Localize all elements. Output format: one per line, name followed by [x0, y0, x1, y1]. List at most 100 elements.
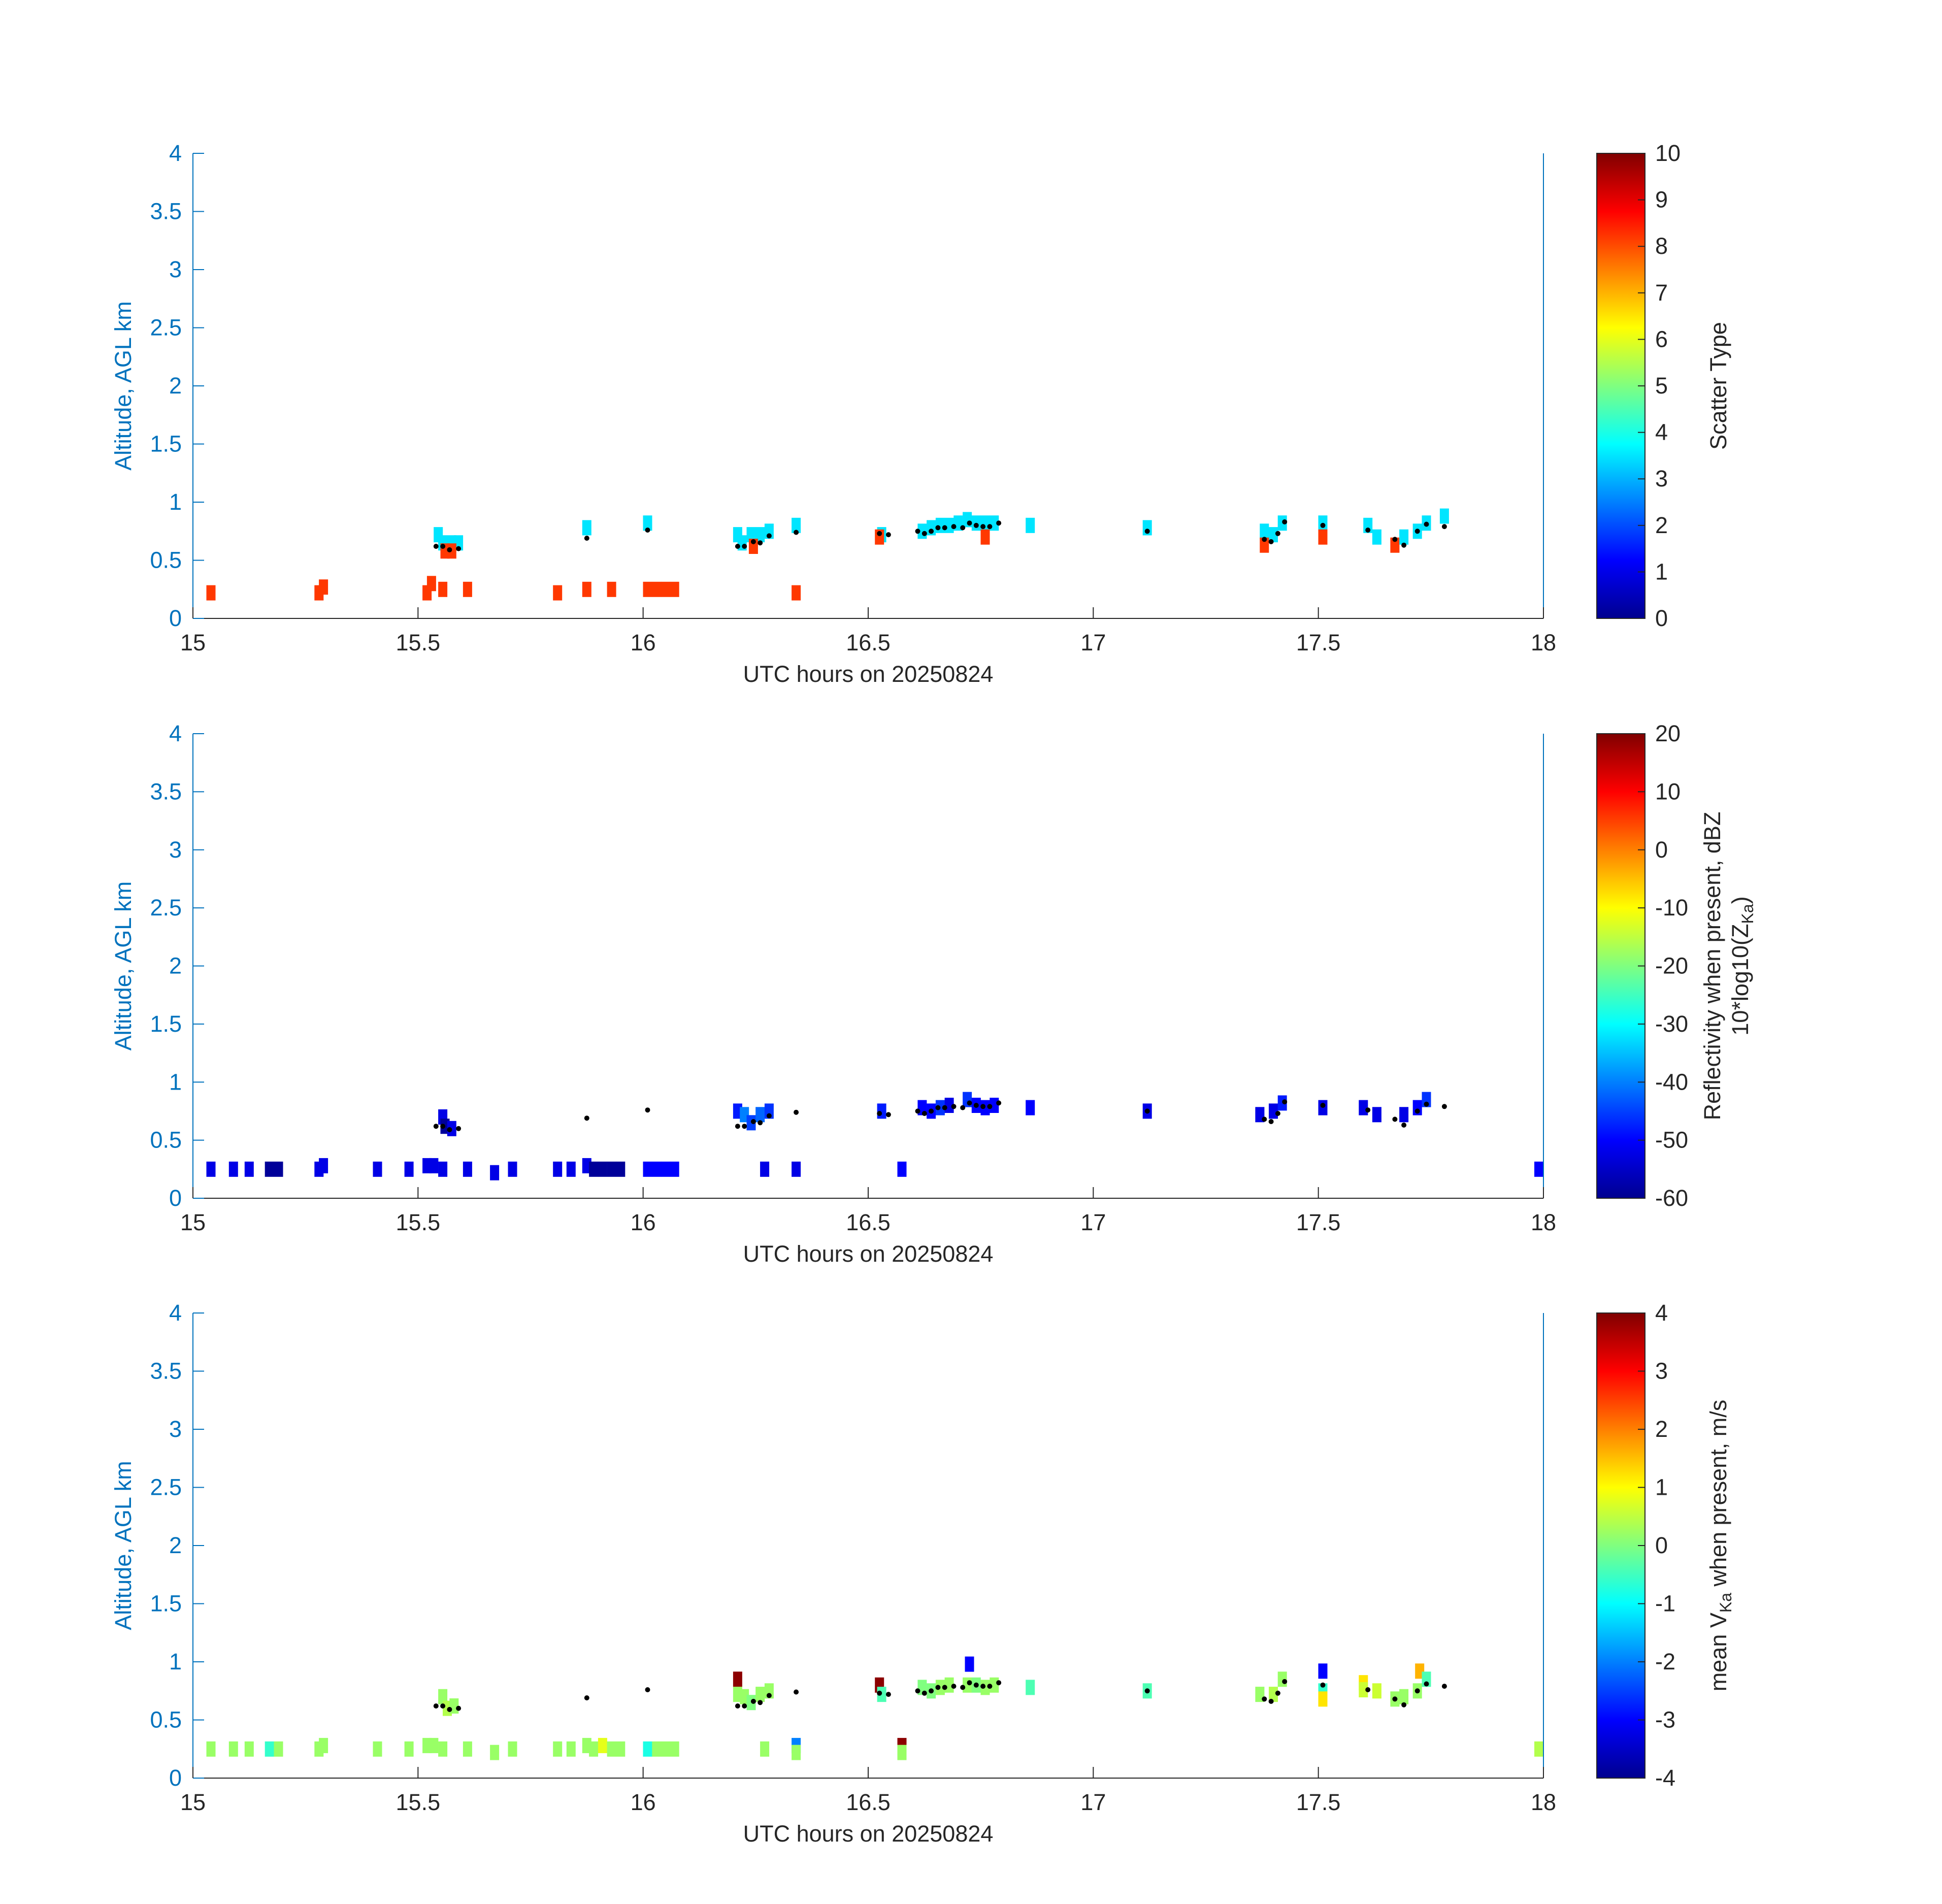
- data-cell: [607, 581, 616, 597]
- data-cells: [206, 508, 1449, 601]
- y-tick-label: 0: [169, 605, 182, 631]
- cloud-base-dot: [1401, 1702, 1407, 1708]
- colorbar-tick-label: 8: [1655, 233, 1668, 259]
- cloud-base-dot: [1144, 1108, 1150, 1114]
- data-cell: [582, 581, 591, 597]
- data-cell: [1534, 1741, 1543, 1757]
- cloud-base-dot: [929, 1688, 934, 1694]
- y-tick-label: 2.5: [150, 1474, 182, 1500]
- cloud-base-dot: [1275, 1690, 1280, 1696]
- cloud-base-dot: [1262, 537, 1267, 542]
- cloud-base-dot: [877, 1111, 882, 1116]
- y-tick-label: 2: [169, 373, 182, 399]
- cloud-base-dot: [1275, 1111, 1280, 1116]
- data-cell: [206, 585, 216, 601]
- colorbar-label-units: 10*log10(ZKa): [1727, 896, 1757, 1035]
- cloud-base-dot: [440, 544, 446, 549]
- data-cell: [1026, 517, 1035, 533]
- colorbar: [1596, 733, 1645, 1199]
- cloud-base-dot: [973, 522, 979, 528]
- colorbar-tick-label: -3: [1655, 1707, 1675, 1733]
- data-cell: [1399, 1689, 1409, 1704]
- cloud-base-dot: [921, 531, 927, 536]
- cloud-base-dot: [1365, 528, 1371, 533]
- y-tick-label: 1: [169, 489, 182, 515]
- data-cell: [490, 1745, 500, 1760]
- cloud-base-dot: [973, 1682, 979, 1688]
- data-cell: [566, 1741, 576, 1757]
- data-cell: [897, 1745, 907, 1760]
- colorbar-tick-label: 3: [1655, 466, 1668, 491]
- data-cell: [319, 1737, 328, 1753]
- colorbar-tick-label: -60: [1655, 1185, 1688, 1211]
- cloud-base-dot: [1282, 519, 1288, 524]
- data-cell: [1359, 1682, 1368, 1697]
- data-cell: [1359, 1100, 1368, 1115]
- chart-panel-2: 0 0.5 1 1.5 2 2.5 3 3.5 4 15 15.5 16 16.5 17 17.5 18 UTC…: [110, 720, 1757, 1267]
- cloud-base-dot: [915, 1108, 920, 1114]
- y-tick-label: 2.5: [150, 315, 182, 341]
- cloud-base-dot: [877, 1690, 882, 1696]
- data-cell: [643, 581, 652, 597]
- data-cell: [607, 1741, 616, 1757]
- x-tick-label: 17: [1080, 630, 1106, 655]
- cloud-base-dot: [885, 532, 891, 538]
- colorbar-label: mean VKa when present, m/s: [1705, 1400, 1735, 1691]
- cloud-base-dot: [742, 1703, 747, 1709]
- x-tick-label: 15.5: [396, 1789, 441, 1815]
- data-cell: [980, 529, 990, 545]
- x-tick-label: 16: [631, 1209, 656, 1235]
- x-tick-label: 17.5: [1296, 630, 1341, 655]
- data-cell: [670, 1161, 679, 1177]
- data-cell: [566, 1161, 576, 1177]
- cloud-base-dot: [967, 1680, 972, 1686]
- data-cell: [404, 1741, 414, 1757]
- y-tick-label: 0: [169, 1185, 182, 1211]
- data-cells: [206, 1092, 1543, 1180]
- cloud-base-dot: [440, 1124, 446, 1129]
- colorbar-tick-label: 3: [1655, 1358, 1668, 1384]
- data-cell: [643, 1741, 652, 1757]
- y-axis-label: Altitude, AGL km: [110, 881, 136, 1051]
- data-cell: [1269, 1687, 1278, 1702]
- data-cell: [429, 1737, 439, 1753]
- cloud-base-dot: [929, 1108, 934, 1114]
- data-cell: [792, 1161, 801, 1177]
- x-axis-label: UTC hours on 20250824: [743, 1241, 994, 1267]
- colorbar-tick-label: -40: [1655, 1069, 1688, 1095]
- cloud-base-dot: [1392, 537, 1398, 542]
- data-cell: [661, 581, 670, 597]
- data-cell: [792, 585, 801, 601]
- y-tick-label: 1: [169, 1649, 182, 1675]
- x-tick-label: 15: [180, 1209, 206, 1235]
- cloud-base-dot: [987, 1104, 993, 1109]
- cloud-base-dot: [967, 1100, 972, 1106]
- data-cell: [228, 1741, 238, 1757]
- cloud-base-dot: [877, 531, 882, 536]
- cloud-base-dot: [447, 1127, 452, 1132]
- data-cell: [652, 1741, 662, 1757]
- y-tick-label: 1.5: [150, 431, 182, 457]
- x-tick-label: 16.5: [846, 630, 891, 655]
- data-cell: [755, 527, 765, 543]
- data-cell: [1399, 1107, 1409, 1123]
- data-cell: [990, 1098, 999, 1113]
- cloud-base-dot: [584, 536, 589, 541]
- cloud-base-dot: [1262, 1117, 1267, 1122]
- cloud-base-dot: [1414, 1108, 1420, 1114]
- cloud-base-dot: [447, 1706, 452, 1712]
- cloud-base-dot: [1320, 522, 1326, 528]
- colorbar-tick-label: 2: [1655, 1416, 1668, 1442]
- data-cell: [463, 581, 472, 597]
- colorbar-tick-label: 4: [1655, 1300, 1668, 1326]
- data-cell: [1026, 1680, 1035, 1695]
- cloud-base-dot: [1401, 1122, 1407, 1128]
- cloud-base-dot: [980, 1684, 986, 1689]
- x-tick-label: 17: [1080, 1789, 1106, 1815]
- cloud-base-dot: [456, 546, 462, 551]
- data-cell: [589, 1741, 599, 1757]
- cloud-base-dot: [433, 1124, 439, 1129]
- cloud-base-dot: [456, 1705, 462, 1711]
- cloud-base-dot: [1392, 1696, 1398, 1702]
